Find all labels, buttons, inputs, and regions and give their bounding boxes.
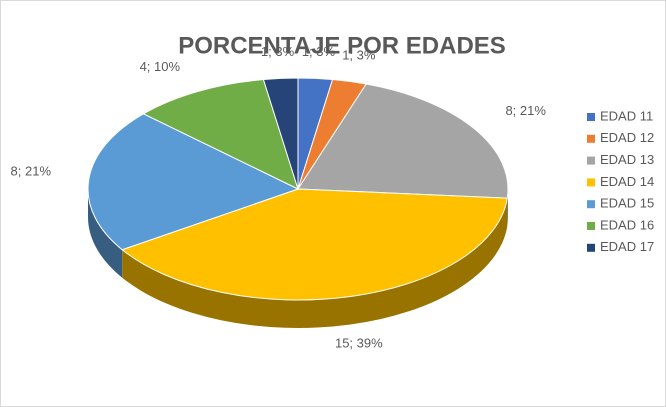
legend-label: EDAD 12	[600, 130, 654, 145]
legend-swatch	[587, 243, 595, 252]
legend-label: EDAD 17	[600, 239, 654, 254]
data-label: 4; 10%	[140, 59, 181, 74]
slice	[87, 113, 300, 251]
slice	[142, 78, 299, 190]
legend-swatch	[587, 156, 595, 165]
slice-side	[122, 198, 508, 329]
data-label: 8; 21%	[11, 164, 52, 179]
legend-swatch	[587, 113, 595, 121]
legend-label: EDAD 16	[600, 217, 654, 232]
slice	[297, 83, 509, 199]
legend-swatch	[587, 222, 595, 230]
slice	[262, 77, 299, 190]
legend-swatch	[587, 178, 595, 187]
legend-swatch	[587, 200, 595, 209]
data-label: 1; 3%	[302, 44, 336, 59]
data-label: 1; 3%	[261, 44, 295, 59]
legend-label: EDAD 14	[600, 174, 654, 189]
legend-label: EDAD 15	[600, 196, 654, 211]
chart-title: PORCENTAJE POR EDADES	[178, 32, 506, 59]
data-label: 1; 3%	[342, 47, 376, 62]
legend-label: EDAD 13	[600, 152, 654, 167]
data-label: 15; 39%	[335, 335, 383, 350]
legend-label: EDAD 11	[600, 108, 653, 123]
data-label: 8; 21%	[505, 103, 546, 118]
legend-swatch	[587, 134, 595, 143]
